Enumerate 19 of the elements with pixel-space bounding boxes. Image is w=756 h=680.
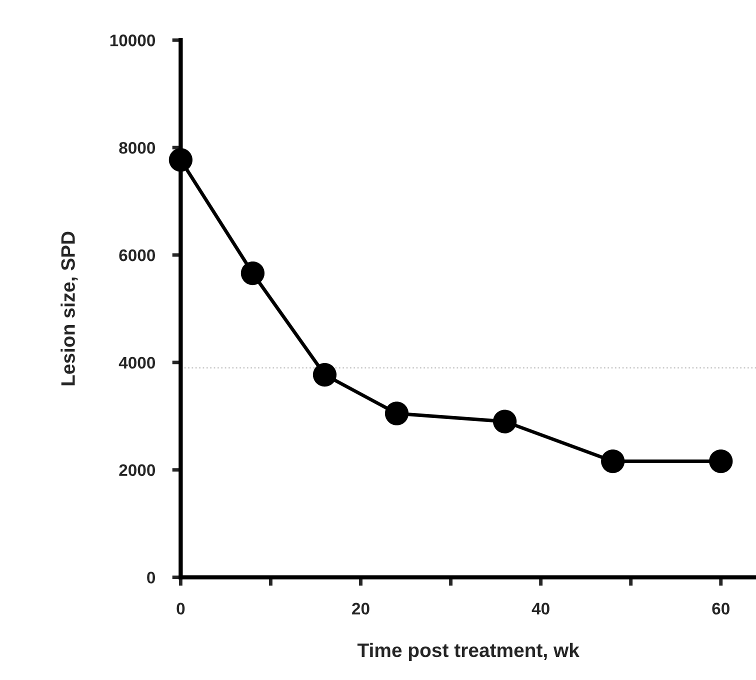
y-tick-label: 2000 [119, 464, 156, 476]
y-tick-label: 10000 [110, 34, 156, 46]
point [384, 402, 409, 426]
x-axis-title: Time post treatment, wk [357, 642, 580, 661]
y-tick-label: 0 [147, 572, 155, 584]
point [493, 410, 517, 434]
point [709, 449, 733, 474]
y-tick-label: 8000 [119, 142, 156, 154]
y-tick-label: 4000 [118, 356, 156, 369]
x-tick-label: 0 [176, 602, 185, 615]
x-tick-label: 60 [712, 602, 730, 615]
y-axis-title: Lesion size, SPD [60, 232, 78, 386]
y-tick-label: 6000 [119, 249, 156, 262]
x-tick-label: 40 [532, 602, 550, 615]
x-tick-label: 20 [352, 602, 370, 615]
point [601, 449, 625, 474]
point [240, 261, 265, 286]
point [168, 148, 192, 172]
point [312, 362, 337, 387]
